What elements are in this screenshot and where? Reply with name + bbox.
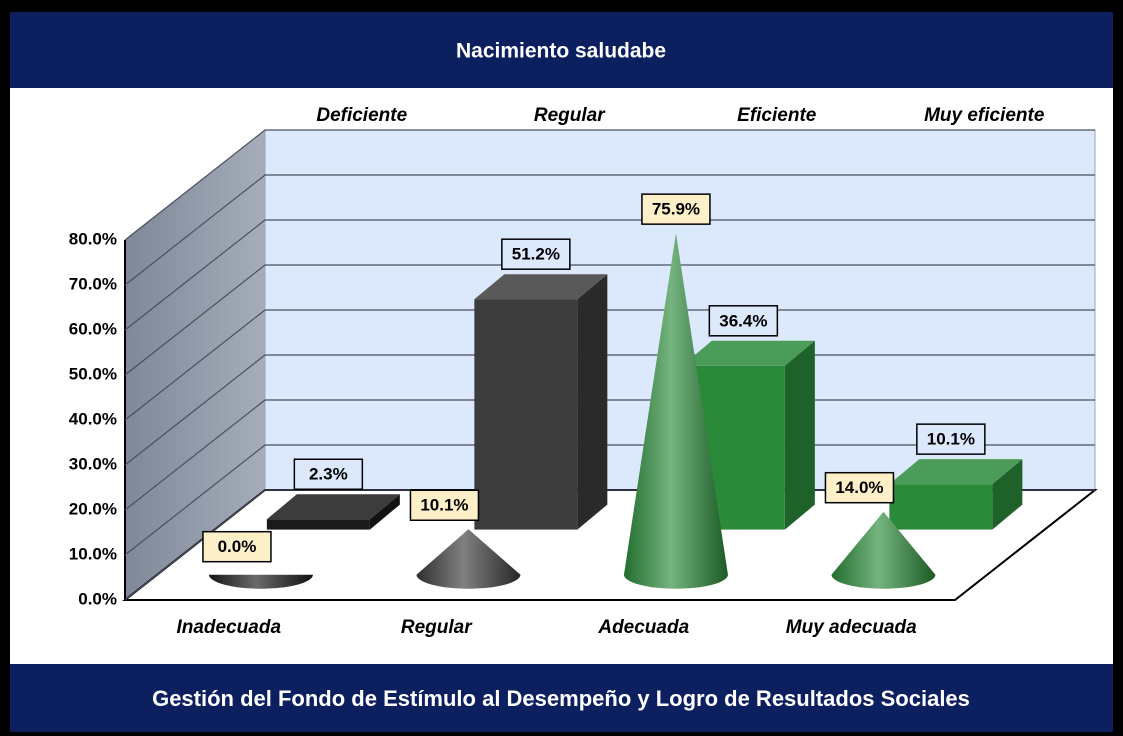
value-label: 10.1%: [409, 489, 480, 521]
value-label-text: 0.0%: [218, 537, 257, 556]
value-label-text: 10.1%: [420, 496, 468, 515]
value-label: 51.2%: [501, 238, 571, 270]
x-tick-label: Regular: [401, 617, 473, 638]
bar-side: [369, 494, 400, 530]
grid-line: [124, 444, 1095, 556]
x-tick-label: Inadecuada: [176, 617, 281, 638]
y-tick-label: 80.0%: [69, 229, 117, 248]
grid-line: [124, 264, 1095, 376]
chart-title: Nacimiento saludabe: [456, 40, 666, 63]
y-tick-label: 30.0%: [69, 454, 117, 473]
bar-top: [474, 274, 608, 300]
value-label: 75.9%: [641, 193, 711, 225]
bar: [266, 519, 370, 530]
value-label-box: [293, 458, 364, 490]
bar-side: [577, 274, 608, 530]
value-label: 10.1%: [916, 423, 986, 455]
x-tick-label: Eficiente: [737, 105, 817, 126]
bar-top: [681, 340, 815, 366]
cone: [831, 511, 936, 589]
bar-side: [784, 340, 815, 530]
value-label-box: [708, 305, 779, 337]
x-tick-label: Muy eficiente: [924, 105, 1045, 126]
value-label-text: 51.2%: [512, 245, 560, 264]
y-tick-label: 70.0%: [69, 274, 117, 293]
value-label: 14.0%: [824, 471, 895, 504]
cone: [208, 574, 313, 589]
y-tick-label: 10.0%: [69, 544, 117, 563]
grid-line: [124, 219, 1095, 331]
value-label-box: [202, 530, 272, 563]
value-label-box: [824, 471, 895, 504]
title-bar: [10, 12, 1113, 88]
x-tick-label: Adecuada: [597, 617, 689, 638]
grid-line: [124, 489, 1095, 601]
grid-line: [124, 399, 1095, 511]
value-label-box: [409, 489, 480, 521]
value-label: 0.0%: [202, 530, 272, 563]
value-label: 36.4%: [708, 305, 779, 337]
plot-area: 0.0% 10.0% 20.0% 30.0% 40.0% 50.0% 60.0% 70.0% 8…: [69, 105, 1098, 638]
bar: [474, 299, 578, 530]
value-label-text: 36.4%: [719, 311, 767, 330]
bar: [889, 484, 993, 530]
value-label-text: 10.1%: [927, 430, 975, 449]
y-tick-label: 20.0%: [69, 499, 117, 518]
value-label-box: [501, 238, 571, 270]
value-label-text: 75.9%: [652, 200, 700, 219]
y-tick-label: 60.0%: [69, 319, 117, 338]
footer-text: Gestión del Fondo de Estímulo al Desempe…: [152, 686, 970, 711]
value-label: 2.3%: [293, 458, 364, 490]
y-tick-label: 40.0%: [69, 409, 117, 428]
footer-bar: [10, 664, 1113, 732]
x-tick-label: Regular: [534, 105, 606, 126]
bar-top: [889, 459, 1023, 485]
y-tick-label: 50.0%: [69, 364, 117, 383]
grid-line: [124, 174, 1095, 286]
bar-side: [992, 459, 1023, 530]
x-tick-label: Deficiente: [316, 105, 407, 126]
value-label-text: 14.0%: [835, 478, 883, 497]
bar-top: [266, 494, 400, 520]
value-label-box: [916, 423, 986, 455]
value-label-text: 2.3%: [309, 465, 348, 484]
cone: [416, 529, 521, 589]
grid-line: [124, 129, 1095, 241]
value-label-box: [641, 193, 711, 225]
grid-line: [124, 309, 1095, 421]
y-tick-label: 0.0%: [78, 589, 117, 608]
cone: [623, 233, 728, 589]
grid-line: [124, 354, 1095, 466]
x-tick-label: Muy adecuada: [786, 617, 917, 638]
